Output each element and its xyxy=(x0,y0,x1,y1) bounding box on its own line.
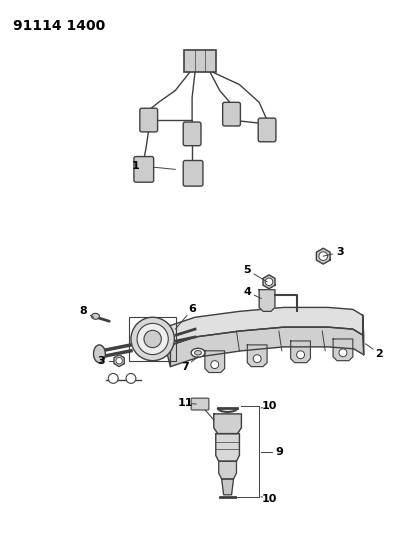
Polygon shape xyxy=(363,316,364,355)
Text: 6: 6 xyxy=(188,304,196,314)
Bar xyxy=(184,50,216,72)
FancyBboxPatch shape xyxy=(134,157,154,182)
Circle shape xyxy=(131,317,174,361)
Circle shape xyxy=(253,355,261,362)
Text: 8: 8 xyxy=(80,306,88,317)
FancyBboxPatch shape xyxy=(140,108,158,132)
Circle shape xyxy=(319,252,328,261)
Text: 4: 4 xyxy=(244,287,251,297)
Circle shape xyxy=(297,351,304,359)
Circle shape xyxy=(211,361,219,368)
Polygon shape xyxy=(214,414,242,434)
Polygon shape xyxy=(205,351,224,373)
Text: 10: 10 xyxy=(261,494,277,504)
Text: 5: 5 xyxy=(244,265,251,275)
Circle shape xyxy=(339,349,347,357)
Circle shape xyxy=(116,358,122,364)
Polygon shape xyxy=(166,327,170,367)
Polygon shape xyxy=(259,289,275,311)
Circle shape xyxy=(108,374,118,383)
Polygon shape xyxy=(166,327,364,367)
Circle shape xyxy=(144,330,161,348)
Text: 3: 3 xyxy=(98,356,105,366)
Polygon shape xyxy=(222,479,234,495)
Text: 11: 11 xyxy=(178,398,193,408)
Polygon shape xyxy=(316,248,330,264)
Polygon shape xyxy=(114,355,124,367)
FancyBboxPatch shape xyxy=(191,398,209,410)
Text: 3: 3 xyxy=(336,247,344,257)
Ellipse shape xyxy=(94,345,105,362)
Polygon shape xyxy=(166,308,363,347)
FancyBboxPatch shape xyxy=(183,160,203,186)
Ellipse shape xyxy=(92,313,100,319)
Circle shape xyxy=(137,324,168,354)
FancyBboxPatch shape xyxy=(258,118,276,142)
FancyBboxPatch shape xyxy=(222,102,240,126)
Circle shape xyxy=(126,374,136,383)
Polygon shape xyxy=(219,461,236,479)
Text: 10: 10 xyxy=(261,401,277,411)
Polygon shape xyxy=(291,341,310,362)
Polygon shape xyxy=(216,434,240,461)
Ellipse shape xyxy=(191,349,205,357)
Polygon shape xyxy=(263,275,275,289)
Text: 91114 1400: 91114 1400 xyxy=(13,19,105,33)
Text: 1: 1 xyxy=(132,161,140,172)
Text: 7: 7 xyxy=(181,361,189,372)
Polygon shape xyxy=(333,339,353,361)
Text: 9: 9 xyxy=(275,447,283,457)
Circle shape xyxy=(265,278,273,286)
Bar xyxy=(129,317,176,361)
Ellipse shape xyxy=(195,351,201,355)
Polygon shape xyxy=(247,345,267,367)
FancyBboxPatch shape xyxy=(183,122,201,146)
Text: 2: 2 xyxy=(376,349,383,359)
